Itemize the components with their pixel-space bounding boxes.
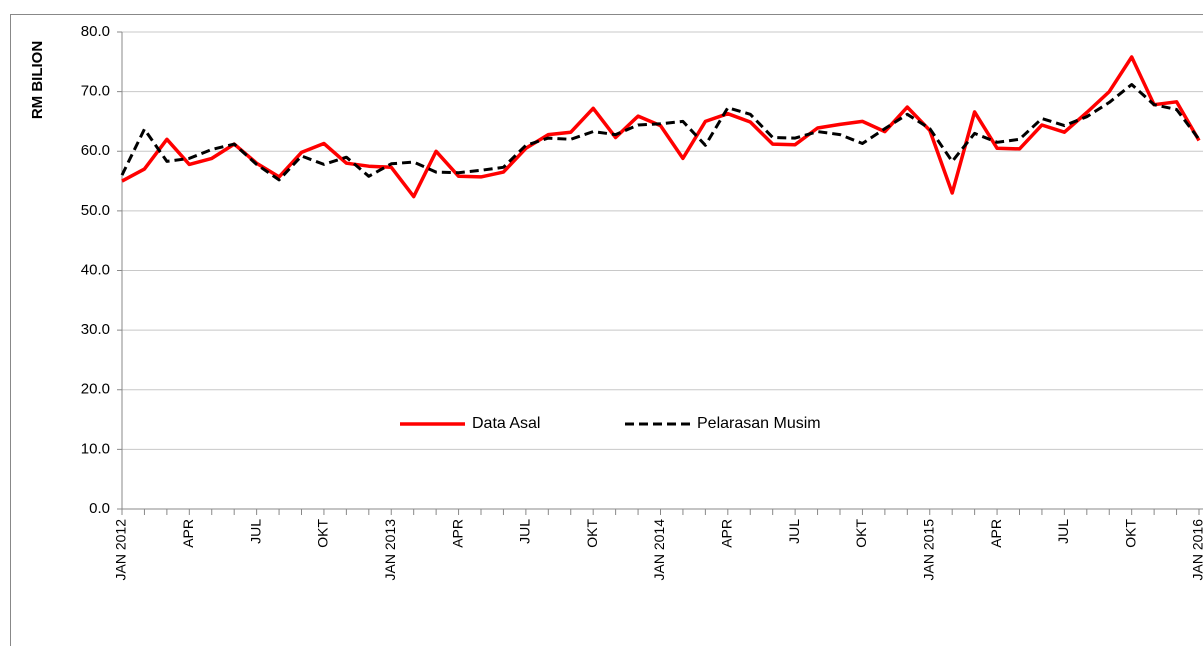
x-tick-label: JUL (517, 519, 533, 544)
y-tick-label: 60.0 (81, 142, 110, 159)
x-tick-label: JAN 2016 (1190, 519, 1203, 581)
x-tick-label: JUL (247, 519, 263, 544)
x-tick-label: APR (719, 519, 735, 548)
y-tick-label: 20.0 (81, 381, 110, 398)
x-tick-label: APR (180, 519, 196, 548)
x-tick-label: APR (449, 519, 465, 548)
x-tick-label: OKT (853, 519, 869, 548)
y-axis-label: RM BILION (29, 41, 46, 119)
x-tick-label: JUL (1055, 519, 1071, 544)
x-tick-label: JAN 2015 (920, 519, 936, 581)
x-tick-label: OKT (1122, 519, 1138, 548)
series-line (120, 83, 1201, 182)
y-tick-label: 10.0 (81, 440, 110, 457)
x-tick-label: OKT (315, 519, 331, 548)
y-tick-label: 30.0 (81, 321, 110, 338)
x-tick-label: JAN 2014 (651, 519, 667, 581)
chart-frame (10, 14, 1203, 646)
series-line (121, 55, 1201, 199)
x-tick-label: JAN 2012 (113, 519, 129, 581)
y-tick-label: 40.0 (81, 261, 110, 278)
y-tick-label: 50.0 (81, 202, 110, 219)
x-tick-label: APR (988, 519, 1004, 548)
legend-label: Pelarasan Musim (697, 415, 821, 432)
x-tick-label: JUL (786, 519, 802, 544)
y-tick-label: 80.0 (81, 23, 110, 40)
y-tick-label: 0.0 (89, 500, 110, 517)
y-tick-label: 70.0 (81, 83, 110, 100)
x-tick-label: OKT (584, 519, 600, 548)
legend-label: Data Asal (472, 415, 540, 432)
x-tick-label: JAN 2013 (382, 519, 398, 581)
